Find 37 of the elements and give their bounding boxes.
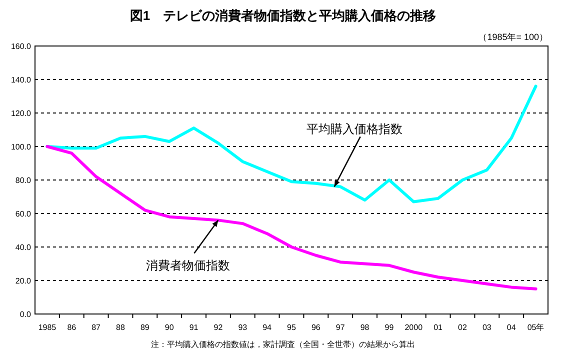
- x-tick-label: 92: [214, 323, 224, 332]
- x-tick-label: 87: [92, 323, 102, 332]
- y-tick-label: 140.0: [10, 75, 32, 84]
- x-tick-label: 91: [189, 323, 199, 332]
- x-tick-label: 88: [116, 323, 126, 332]
- x-tick-label: 89: [140, 323, 150, 332]
- y-tick-label: 40.0: [15, 242, 32, 252]
- chart-title: 図1 テレビの消費者物価指数と平均購入価格の推移: [130, 8, 436, 23]
- x-tick-label: 99: [384, 323, 394, 332]
- x-tick-label: 94: [262, 323, 272, 332]
- line-series: [46, 145, 538, 290]
- x-tick-label: 93: [238, 323, 248, 332]
- x-tick-label: 04: [506, 323, 516, 332]
- x-tick-label: 03: [482, 323, 492, 332]
- y-tick-label: 60.0: [15, 209, 32, 218]
- x-tick-label: 86: [67, 323, 77, 332]
- text: 注：平均購入価格の指数値は，家計調査（全国・全世帯）の結果から算出: [151, 340, 415, 349]
- y-tick-label: 160.0: [10, 42, 32, 51]
- y-tick-label: 0.0: [20, 310, 32, 319]
- y-tick-label: 20.0: [15, 276, 32, 286]
- x-tick-label: 1985: [38, 323, 57, 332]
- y-tick-label: 80.0: [15, 176, 32, 185]
- x-tick-label: 05年: [527, 323, 544, 332]
- line-series: [46, 84, 538, 204]
- annotation: 平均購入価格指数: [306, 122, 402, 136]
- y-tick-label: 120.0: [10, 108, 32, 118]
- chart-subtitle: （1985年= 100）: [478, 32, 548, 42]
- x-tick-label: 95: [287, 323, 296, 332]
- x-tick-label: 97: [336, 323, 346, 332]
- x-tick-label: 02: [458, 323, 468, 332]
- x-tick-label: 90: [164, 323, 174, 332]
- x-tick-label: 01: [434, 323, 444, 332]
- y-tick-label: 100.0: [10, 142, 32, 152]
- x-tick-label: 98: [360, 323, 370, 332]
- x-tick-label: 96: [311, 323, 321, 332]
- annotation: 消費者物価指数: [146, 258, 230, 272]
- x-tick-label: 2000: [404, 323, 424, 332]
